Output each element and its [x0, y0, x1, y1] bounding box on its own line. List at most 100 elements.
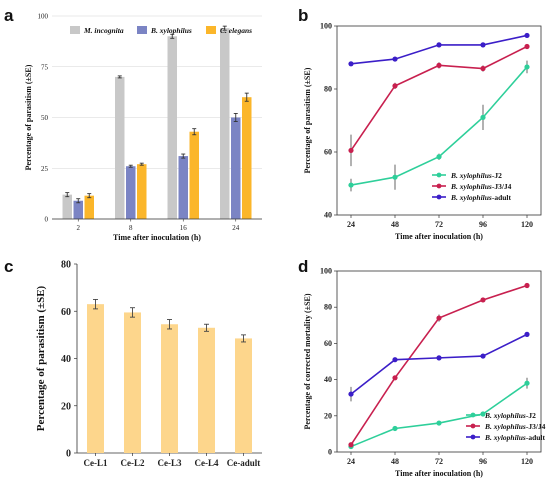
data-point [348, 442, 354, 448]
y-tick-label: 60 [324, 148, 332, 157]
x-tick-label: 72 [435, 220, 443, 229]
data-point [436, 420, 442, 426]
y-tick-label: 20 [61, 401, 71, 412]
x-tick-label: 72 [435, 457, 443, 466]
y-tick-label: 80 [61, 260, 71, 271]
y-tick-label: 0 [45, 216, 49, 224]
data-point [524, 380, 530, 386]
y-tick-label: 100 [320, 267, 332, 276]
x-axis-title: Time after inoculation (h) [395, 469, 483, 478]
x-tick-label: 8 [129, 224, 133, 232]
legend-series-name: B. xylophilus [484, 422, 526, 431]
x-axis-title: Time after inoculation (h) [395, 232, 483, 241]
x-tick-label: Ce-L2 [121, 458, 145, 468]
x-tick-label: 24 [347, 457, 355, 466]
bar [178, 156, 188, 219]
legend-marker [436, 194, 442, 200]
data-point [436, 355, 442, 361]
bar [73, 200, 83, 219]
y-axis-title: Percentage of parasitism (±SE) [35, 285, 47, 431]
x-tick-label: Ce-L4 [195, 458, 219, 468]
panel-a: a 0 25 50 75 100 2 8 16 24 Time after inoculation … [4, 6, 262, 242]
legend-marker [436, 172, 442, 178]
x-tick-label: 24 [347, 220, 355, 229]
x-tick-label: 96 [479, 220, 487, 229]
legend-series-name: B. xylophilus [450, 193, 492, 202]
series-line [350, 66, 528, 186]
data-point [348, 182, 354, 188]
panel-letter-a: a [4, 6, 14, 25]
legend-swatch [137, 26, 147, 34]
y-tick-label: 0 [66, 449, 71, 460]
panel-c: c 0 20 40 60 80 Ce-L1 Ce-L2 Ce-L3 Ce-L4 Ce-adult Pe… [4, 257, 262, 468]
legend-label: B. xylophilus-adult [484, 433, 546, 442]
legend-label: C. elegans [220, 26, 252, 35]
x-tick-label: 120 [521, 220, 533, 229]
legend-series-name: B. xylophilus [450, 182, 492, 191]
data-point [392, 56, 398, 62]
legend-marker [470, 423, 476, 429]
x-tick-label: Ce-L1 [84, 458, 108, 468]
data-point [480, 297, 486, 303]
data-point [524, 64, 530, 70]
bar [84, 195, 94, 219]
y-tick-label: 50 [41, 114, 49, 122]
x-axis-title: Time after inoculation (h) [113, 233, 201, 242]
bar [137, 164, 147, 219]
data-point [524, 282, 530, 289]
y-tick-label: 100 [38, 13, 49, 21]
panel-d: d 0 20 40 60 80 100 24 48 72 96 120 Time after inocu… [298, 257, 546, 478]
y-tick-label: 80 [324, 303, 332, 312]
x-tick-label: 48 [391, 220, 399, 229]
series-line [350, 45, 528, 151]
data-point [480, 353, 486, 359]
data-point [436, 154, 442, 160]
y-tick-label: 0 [328, 448, 332, 457]
legend-series-suffix: -adult [492, 193, 512, 202]
x-tick-label: 48 [391, 457, 399, 466]
bar [161, 324, 178, 453]
data-point [392, 83, 398, 89]
x-tick-label: Ce-L3 [158, 458, 182, 468]
legend-label: B. xylophilus-J2 [484, 411, 536, 420]
data-point [436, 315, 442, 321]
legend-series-suffix: -J2 [526, 411, 536, 420]
data-point [524, 331, 530, 337]
x-tick-label: Ce-adult [227, 458, 261, 468]
bar [87, 304, 104, 453]
bar [198, 327, 215, 453]
data-point [392, 425, 398, 432]
bar [189, 131, 199, 219]
y-tick-label: 60 [324, 339, 332, 348]
legend-swatch [70, 26, 80, 34]
data-point [348, 147, 354, 154]
x-tick-label: 2 [77, 224, 81, 232]
legend-label: B. xylophilus-adult [450, 193, 512, 202]
series-line [350, 333, 528, 395]
legend-label: B. xylophilus [150, 26, 192, 35]
bar [167, 36, 177, 219]
legend-series-suffix: -adult [526, 433, 546, 442]
x-tick-label: 96 [479, 457, 487, 466]
y-tick-label: 20 [324, 411, 332, 420]
data-point [480, 65, 486, 72]
panel-letter-c: c [4, 257, 13, 276]
data-point [524, 32, 530, 39]
bar [124, 312, 141, 453]
data-point [436, 42, 442, 48]
y-tick-label: 80 [324, 85, 332, 94]
data-point [392, 357, 398, 363]
y-axis-title: Percentage of parasitism (±SE) [303, 67, 312, 173]
legend-marker [436, 183, 442, 189]
legend-series-name: B. xylophilus [450, 171, 492, 180]
legend-label: B. xylophilus-J2 [450, 171, 502, 180]
data-point [436, 62, 442, 68]
legend-swatch [206, 26, 216, 34]
y-tick-label: 60 [61, 307, 71, 318]
y-tick-label: 40 [61, 354, 71, 365]
bar [115, 76, 125, 220]
legend-series-suffix: -J3/J4 [526, 422, 546, 431]
bar [242, 97, 252, 219]
bar [220, 28, 230, 220]
